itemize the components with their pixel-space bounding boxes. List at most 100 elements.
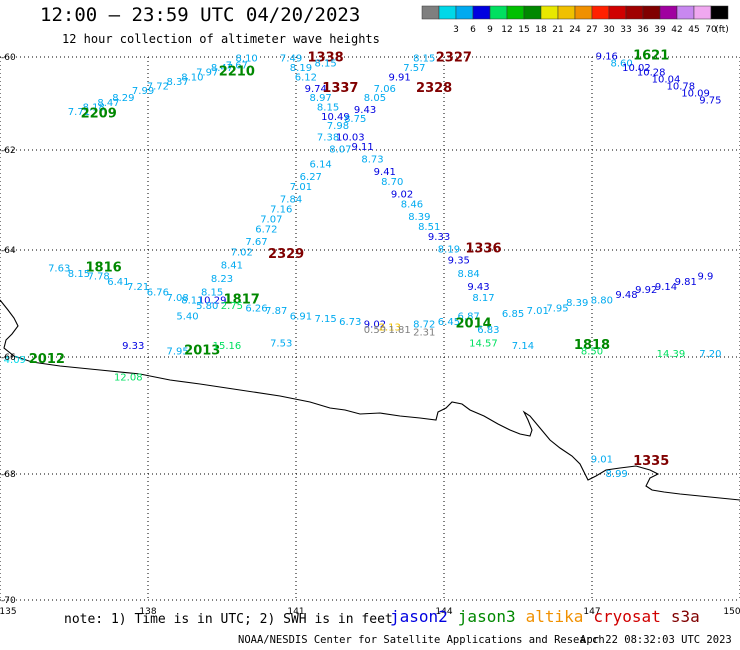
wave-height-label: 6.41 bbox=[107, 277, 129, 288]
wave-height-label: 7.71 bbox=[68, 107, 90, 118]
wave-height-label: 6.73 bbox=[339, 317, 361, 328]
color-scale-tick: 18 bbox=[535, 25, 547, 35]
credit-line: NOAA/NESDIS Center for Satellite Applica… bbox=[238, 634, 605, 646]
satellite-s3a: s3a bbox=[670, 607, 700, 626]
wave-height-label: 8.10 bbox=[181, 72, 203, 83]
wave-height-label: 8.39 bbox=[408, 212, 430, 223]
wave-height-label: 8.80 bbox=[591, 296, 613, 307]
wave-height-label: 15.16 bbox=[213, 341, 242, 352]
pass-time-label: 1336 bbox=[465, 242, 501, 257]
graticule bbox=[0, 56, 740, 601]
wave-height-label: 9.35 bbox=[448, 255, 470, 266]
lon-tick-label: 150 bbox=[723, 607, 740, 617]
pass-time-label: 2210 bbox=[219, 65, 255, 80]
wave-height-label: 10.49 bbox=[321, 112, 350, 123]
lat-tick-label: -70 bbox=[1, 596, 16, 606]
wave-height-label: 8.70 bbox=[381, 177, 403, 188]
wave-height-label: 9.43 bbox=[354, 105, 376, 116]
wave-height-label: 7.49 bbox=[280, 54, 302, 65]
lat-tick-label: -60 bbox=[1, 53, 16, 63]
pass-time-label: 2327 bbox=[436, 51, 472, 66]
wave-height-label: 5.40 bbox=[176, 312, 198, 323]
altimeter-labels: 8.107.678.4722107.978.108.377.727.998.29… bbox=[4, 48, 722, 480]
wave-height-label: 7.01 bbox=[527, 306, 549, 317]
pass-time-label: 1816 bbox=[86, 260, 122, 275]
wave-height-label: 10.04 bbox=[652, 75, 681, 86]
footer-note: note: 1) Time is in UTC; 2) SWH is in fe… bbox=[64, 612, 393, 627]
wave-height-label: 10.29 bbox=[198, 296, 227, 307]
wave-height-label: 8.75 bbox=[344, 114, 366, 125]
wave-height-label: 7.20 bbox=[699, 349, 721, 360]
wave-height-label: 6.85 bbox=[502, 309, 524, 320]
wave-height-label: 7.57 bbox=[403, 63, 425, 74]
wave-height-label: 7.07 bbox=[260, 215, 282, 226]
satellite-legend: jason2 jason3 altika cryosat s3a bbox=[390, 607, 710, 626]
wave-height-label: 8.50 bbox=[581, 346, 603, 357]
wave-height-label: 8.99 bbox=[606, 469, 628, 480]
wave-height-label: 8.11 bbox=[181, 296, 203, 307]
generation-timestamp: Apr 22 08:32:03 UTC 2023 bbox=[580, 634, 732, 646]
pass-time-label: 1337 bbox=[322, 81, 358, 96]
pass-time-label: 2328 bbox=[416, 81, 452, 96]
lat-tick-label: -62 bbox=[1, 146, 16, 156]
wave-height-label: 9.9 bbox=[698, 271, 714, 282]
color-scale-tick: 21 bbox=[552, 25, 563, 35]
pass-time-label: 1621 bbox=[633, 48, 669, 63]
wave-height-label: 8.15 bbox=[314, 58, 336, 69]
color-scale-tick: 24 bbox=[569, 25, 581, 35]
wave-height-label: 8.84 bbox=[458, 269, 480, 280]
wave-height-label: 9.14 bbox=[655, 282, 677, 293]
wave-height-label: 8.15 bbox=[68, 269, 90, 280]
satellite-altika: altika bbox=[525, 607, 584, 626]
color-scale-legend: 3 6 9 12 15 18 21 24 27 30 33 36 39 42 45 70(ft) bbox=[421, 5, 729, 35]
pass-time-label: 1338 bbox=[308, 51, 344, 66]
wave-height-label: 8.19 bbox=[290, 63, 312, 74]
wave-height-label: 10.78 bbox=[666, 82, 695, 93]
wave-height-label: 7.98 bbox=[327, 121, 349, 132]
wave-height-label: 8.46 bbox=[401, 200, 423, 211]
satellite-jason2: jason2 bbox=[390, 607, 448, 626]
wave-height-label: 8.39 bbox=[566, 298, 588, 309]
wave-height-label: 7.84 bbox=[280, 195, 302, 206]
wave-height-label: 8.07 bbox=[329, 145, 351, 156]
wave-height-label: 6.72 bbox=[255, 225, 277, 236]
wave-height-label: 9.75 bbox=[699, 96, 721, 107]
wave-height-label: 7.06 bbox=[374, 84, 396, 95]
color-swatch bbox=[710, 5, 729, 20]
wave-height-label: 7.95 bbox=[166, 346, 188, 357]
wave-height-label: 7.08 bbox=[166, 293, 188, 304]
wave-height-label: 6.76 bbox=[147, 287, 169, 298]
satellite-cryosat: cryosat bbox=[593, 607, 661, 626]
wave-height-label: 9.48 bbox=[615, 290, 637, 301]
wave-height-label: 9.92 bbox=[635, 285, 657, 296]
wave-height-label: 12.08 bbox=[114, 372, 143, 383]
color-scale-tick: 12 bbox=[501, 25, 512, 35]
wave-height-label: 6.27 bbox=[300, 172, 322, 183]
pass-time-label: 2329 bbox=[268, 247, 304, 262]
wave-height-label: 10.28 bbox=[637, 68, 666, 79]
wave-height-label: 5.80 bbox=[196, 301, 218, 312]
wave-height-label: 7.78 bbox=[88, 271, 110, 282]
wave-height-label: 0.59 bbox=[364, 325, 386, 336]
wave-height-label: 9.43 bbox=[467, 282, 489, 293]
wave-height-label: 9.91 bbox=[388, 72, 410, 83]
satellite-jason3: jason3 bbox=[457, 607, 516, 626]
lon-tick-label: 138 bbox=[139, 607, 156, 617]
wave-height-label: 8.37 bbox=[166, 77, 188, 88]
wave-height-label: 9.33 bbox=[122, 341, 144, 352]
wave-height-label: 7.67 bbox=[245, 237, 267, 248]
wave-height-label: 8.19 bbox=[438, 245, 460, 256]
wave-height-label: 7.14 bbox=[512, 341, 534, 352]
wave-height-label: 9.02 bbox=[364, 320, 386, 331]
wave-height-label: 10.09 bbox=[681, 89, 710, 100]
wave-height-label: 8.05 bbox=[364, 93, 386, 104]
wave-height-label: 6.83 bbox=[477, 325, 499, 336]
color-scale-unit: (ft) bbox=[715, 25, 729, 35]
wave-height-label: 8.15 bbox=[413, 54, 435, 65]
map-subtitle: 12 hour collection of altimeter wave hei… bbox=[62, 32, 380, 46]
wave-height-label: 7.01 bbox=[290, 182, 312, 193]
wave-height-label: 8.73 bbox=[361, 155, 383, 166]
wave-height-label: 2.75 bbox=[221, 301, 243, 312]
wave-height-label: 14.57 bbox=[469, 338, 498, 349]
wave-height-label: 7.67 bbox=[226, 61, 248, 72]
